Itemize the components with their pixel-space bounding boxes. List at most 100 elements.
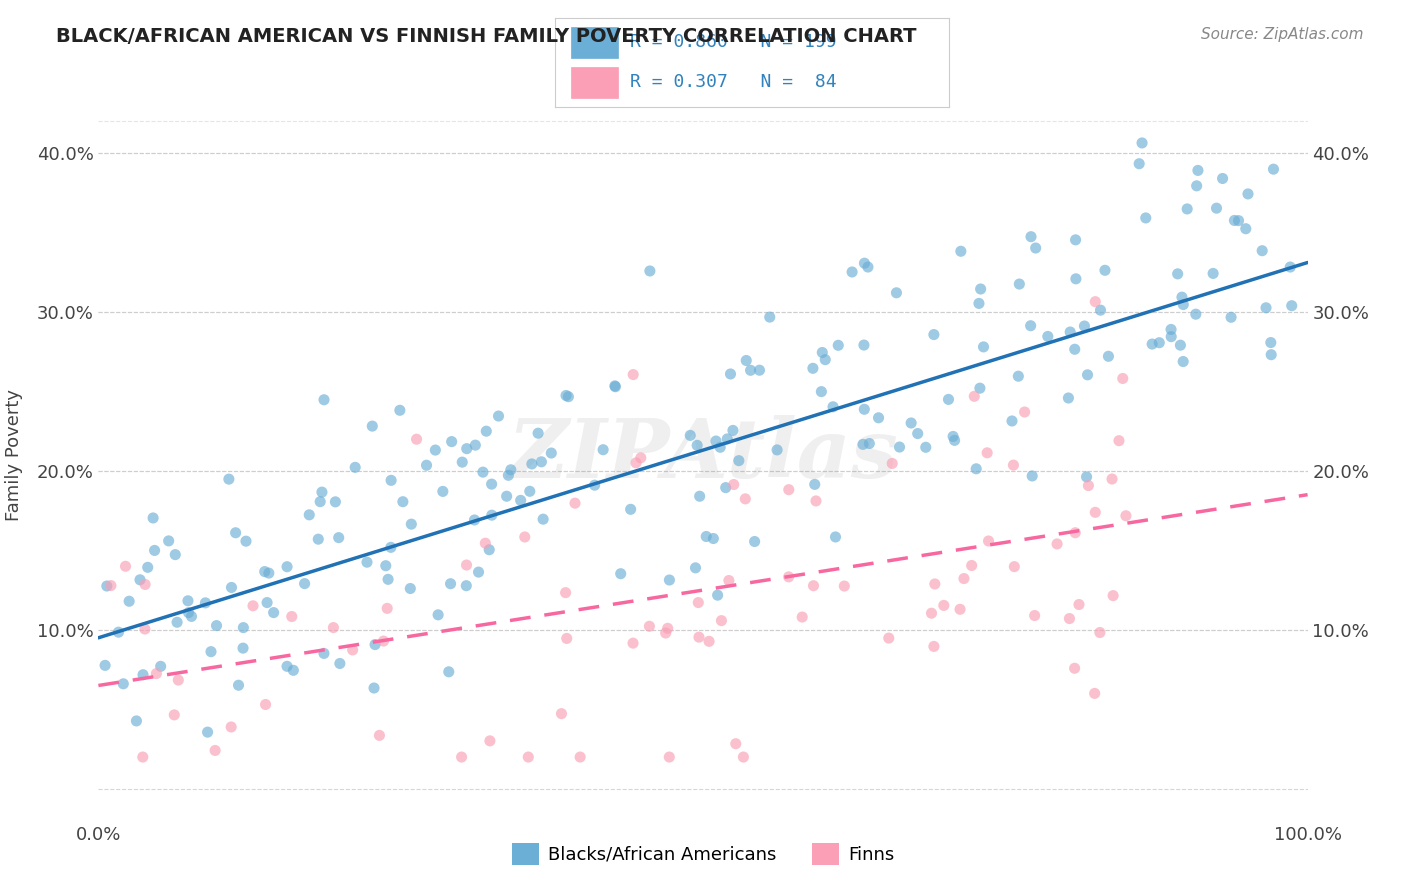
Point <box>481 477 503 491</box>
Point <box>949 602 972 616</box>
Point <box>107 625 129 640</box>
Point <box>841 265 863 279</box>
Point <box>520 457 543 471</box>
Point <box>1202 267 1225 281</box>
Point <box>704 434 727 448</box>
Point <box>1130 136 1153 150</box>
Point <box>132 750 155 764</box>
Point <box>307 532 329 546</box>
Point <box>900 416 922 430</box>
Point <box>886 285 908 300</box>
Point <box>1063 661 1085 675</box>
Point <box>180 609 202 624</box>
Point <box>953 572 976 586</box>
Point <box>624 456 647 470</box>
Point <box>373 634 395 648</box>
Point <box>399 582 422 596</box>
Point <box>1084 686 1107 700</box>
Point <box>1170 338 1192 352</box>
Point <box>374 558 396 573</box>
Point <box>1254 301 1277 315</box>
Point <box>689 489 711 503</box>
Point <box>451 455 474 469</box>
Point <box>792 610 814 624</box>
Point <box>569 750 592 764</box>
Point <box>977 533 1000 548</box>
Point <box>686 438 709 452</box>
Point <box>735 353 758 368</box>
Point <box>232 621 254 635</box>
Point <box>924 577 946 591</box>
Point <box>467 565 489 579</box>
Point <box>375 601 398 615</box>
Point <box>145 666 167 681</box>
Point <box>555 632 578 646</box>
Point <box>1101 472 1123 486</box>
Point <box>638 619 661 633</box>
Point <box>1084 294 1107 309</box>
Point <box>709 440 731 454</box>
Point <box>720 367 742 381</box>
Point <box>388 403 411 417</box>
Point <box>710 614 733 628</box>
Point <box>605 380 627 394</box>
Point <box>695 529 717 543</box>
Point <box>717 574 740 588</box>
Point <box>519 484 541 499</box>
Point <box>938 392 960 407</box>
Point <box>1024 608 1046 623</box>
Point <box>322 621 344 635</box>
Point <box>294 576 316 591</box>
Point <box>142 511 165 525</box>
Point <box>325 495 347 509</box>
Point <box>724 737 747 751</box>
Point <box>803 579 825 593</box>
Point <box>922 327 945 342</box>
Point <box>852 437 875 451</box>
Point <box>658 750 681 764</box>
Point <box>907 426 929 441</box>
Point <box>554 585 576 599</box>
Point <box>427 607 450 622</box>
Point <box>474 536 496 550</box>
Point <box>638 264 661 278</box>
Point <box>415 458 437 473</box>
Point <box>801 361 824 376</box>
Point <box>976 446 998 460</box>
Point <box>432 484 454 499</box>
Point <box>758 310 780 324</box>
Point <box>969 282 991 296</box>
Text: ZIPAtlas: ZIPAtlas <box>508 415 898 495</box>
Point <box>1281 299 1303 313</box>
Point <box>276 559 298 574</box>
Point <box>564 496 586 510</box>
Point <box>114 559 136 574</box>
Point <box>125 714 148 728</box>
Point <box>1067 598 1090 612</box>
Point <box>744 534 766 549</box>
Point <box>963 389 986 403</box>
Point <box>263 606 285 620</box>
Point <box>555 388 578 402</box>
Point <box>221 581 243 595</box>
Point <box>778 570 800 584</box>
Point <box>232 641 254 656</box>
Point <box>688 596 710 610</box>
Point <box>721 424 744 438</box>
Point <box>1002 458 1025 472</box>
Bar <box>571 27 619 58</box>
Point <box>723 477 745 491</box>
Point <box>1185 178 1208 193</box>
Point <box>1088 625 1111 640</box>
Point <box>1014 405 1036 419</box>
Point <box>657 621 679 635</box>
Point <box>969 381 991 395</box>
Point <box>1135 211 1157 225</box>
Bar <box>571 67 619 98</box>
Point <box>727 453 749 467</box>
Point <box>218 472 240 486</box>
Point <box>889 440 911 454</box>
Point <box>778 483 800 497</box>
Point <box>254 698 277 712</box>
Point <box>149 659 172 673</box>
